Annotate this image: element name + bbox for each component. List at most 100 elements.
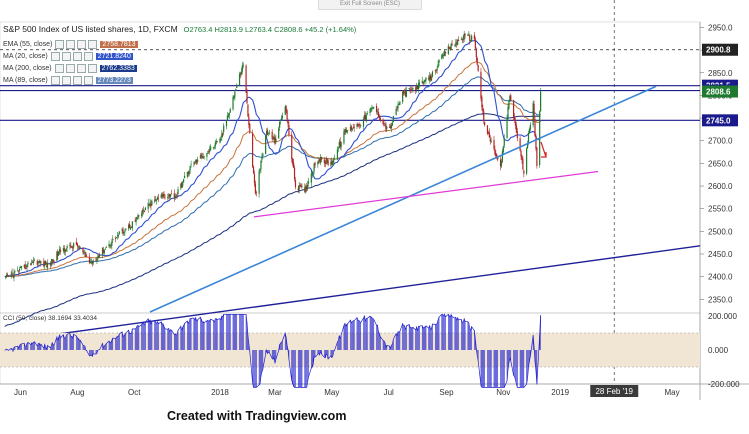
candle-body xyxy=(408,88,410,90)
candle-body xyxy=(495,153,497,157)
candle-body xyxy=(189,165,191,171)
candle-body xyxy=(299,185,301,187)
indicator-label: MA (20, close) xyxy=(3,53,48,60)
candle-body xyxy=(160,194,162,199)
candle-body xyxy=(318,160,320,162)
candle-body xyxy=(285,106,287,112)
candle-body xyxy=(392,116,394,123)
cci-band xyxy=(0,333,700,367)
candle-body xyxy=(345,129,347,133)
candle-body xyxy=(437,63,439,68)
candle-body xyxy=(288,124,290,136)
candle-body xyxy=(11,272,13,275)
candle-body xyxy=(301,186,303,188)
candle-body xyxy=(30,263,32,265)
candle-body xyxy=(468,34,470,36)
candle-body xyxy=(514,121,517,126)
candle-body xyxy=(108,243,110,247)
candle-body xyxy=(195,159,197,164)
candle-body xyxy=(260,160,262,169)
candle-body xyxy=(51,259,53,264)
candle-body xyxy=(23,264,25,267)
candle-body xyxy=(223,125,225,133)
candle-body xyxy=(281,115,284,119)
candle-body xyxy=(144,207,147,211)
candle-body xyxy=(118,231,120,234)
candle-body xyxy=(494,149,496,155)
candle-body xyxy=(338,142,340,148)
candle-body xyxy=(512,100,515,118)
candle-body xyxy=(516,131,518,138)
candle-body xyxy=(272,138,274,140)
candle-body xyxy=(202,156,204,159)
x-tick-label: Nov xyxy=(496,388,510,397)
candle-body xyxy=(510,95,512,101)
chart-header: S&P 500 Index of US listed shares, 1D, F… xyxy=(3,24,356,34)
candle-body xyxy=(254,183,256,194)
candle-body xyxy=(357,123,359,126)
indicator-controls[interactable] xyxy=(54,64,97,73)
candle-body xyxy=(508,100,510,109)
candle-body xyxy=(79,246,81,248)
candle-body xyxy=(82,247,84,253)
candle-body xyxy=(24,264,26,269)
candle-body xyxy=(46,265,48,267)
candle-body xyxy=(405,90,407,98)
candle-body xyxy=(532,102,534,126)
candle-body xyxy=(474,39,476,49)
candle-body xyxy=(233,95,235,99)
candle-body xyxy=(91,261,93,264)
candle-body xyxy=(502,146,504,152)
candle-body xyxy=(399,101,401,105)
candle-body xyxy=(350,126,352,131)
candle-body xyxy=(14,271,16,273)
candle-body xyxy=(255,192,257,194)
candle-body xyxy=(206,153,208,157)
candle-body xyxy=(31,262,33,264)
indicator-controls[interactable] xyxy=(50,52,93,61)
candle-body xyxy=(366,113,368,115)
candle-body xyxy=(33,259,36,261)
candle-body xyxy=(444,51,447,54)
candle-body xyxy=(177,189,179,194)
candle-body xyxy=(154,199,156,202)
candle-body xyxy=(344,129,346,132)
x-tick-label: 28 Feb '19 xyxy=(595,387,633,396)
candle-body xyxy=(69,244,71,247)
candle-body xyxy=(96,259,98,261)
candle-body xyxy=(97,255,99,259)
candle-body xyxy=(45,261,47,265)
candle-body xyxy=(142,209,145,211)
candle-body xyxy=(190,164,192,166)
indicator-controls[interactable] xyxy=(50,76,93,85)
ma20-line xyxy=(4,40,542,278)
candle-body xyxy=(90,261,92,264)
candle-body xyxy=(162,194,164,197)
symbol-title: S&P 500 Index of US listed shares, 1D, F… xyxy=(3,24,178,34)
candle-body xyxy=(373,106,375,108)
candle-body xyxy=(378,115,380,119)
candle-body xyxy=(220,138,222,140)
candle-body xyxy=(490,140,492,142)
candle-body xyxy=(293,162,295,169)
candle-body xyxy=(286,110,288,120)
candle-body xyxy=(12,275,14,277)
candle-body xyxy=(425,77,427,81)
exit-fullscreen-button[interactable]: Exit Full Screen (ESC) xyxy=(318,0,422,10)
candle-body xyxy=(50,262,52,266)
candle-body xyxy=(141,213,143,216)
y-tick-label: 2650.0 xyxy=(708,159,733,168)
candle-body xyxy=(319,158,321,162)
price-axis-badge xyxy=(702,114,738,127)
trendline-magenta xyxy=(253,170,599,218)
candle-body xyxy=(157,197,160,199)
candle-body xyxy=(376,110,379,112)
candle-body xyxy=(234,91,236,97)
candle-body xyxy=(464,33,466,36)
candle-body xyxy=(105,247,107,248)
candle-body xyxy=(207,151,209,153)
candle-body xyxy=(397,104,399,109)
indicator-controls[interactable] xyxy=(55,40,98,49)
candle-body xyxy=(186,172,188,177)
